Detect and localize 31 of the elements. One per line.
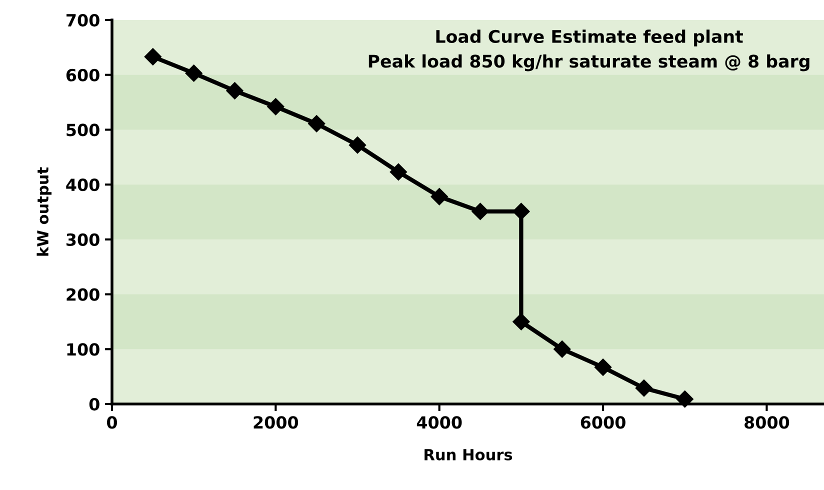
x-tick-label: 2000 — [254, 416, 298, 429]
y-tick-label: 200 — [66, 288, 100, 301]
point — [554, 340, 571, 358]
point — [348, 136, 366, 154]
x-tick-label: 4000 — [416, 416, 462, 429]
point — [594, 358, 612, 376]
y-axis-title: kW output — [36, 167, 52, 256]
point — [226, 82, 244, 100]
y-tick-label: 700 — [66, 14, 100, 27]
x-axis-title: Run Hours — [424, 449, 512, 460]
y-tick-label: 300 — [66, 233, 100, 246]
point — [512, 202, 530, 220]
x-tick-label: 0 — [107, 416, 117, 429]
text: Load Curve Estimate feed plant Peak load 850 kg/hr saturate steam @ 8 barg — [368, 30, 810, 72]
point — [390, 163, 407, 181]
y-tick-label: 600 — [66, 68, 100, 82]
point — [267, 98, 284, 116]
point — [512, 313, 530, 330]
x-tick-label: 6000 — [580, 416, 626, 429]
y-tick-label: 0 — [89, 398, 100, 411]
point — [308, 115, 326, 132]
point — [635, 380, 653, 397]
y-tick-label: 100 — [67, 343, 100, 356]
point — [144, 48, 162, 66]
point — [185, 64, 202, 82]
point — [472, 202, 489, 220]
point — [676, 390, 694, 408]
y-tick-label: 400 — [66, 178, 100, 192]
y-tick-label: 500 — [66, 124, 100, 136]
point — [430, 188, 448, 206]
x-tick-label: 8000 — [744, 416, 790, 429]
